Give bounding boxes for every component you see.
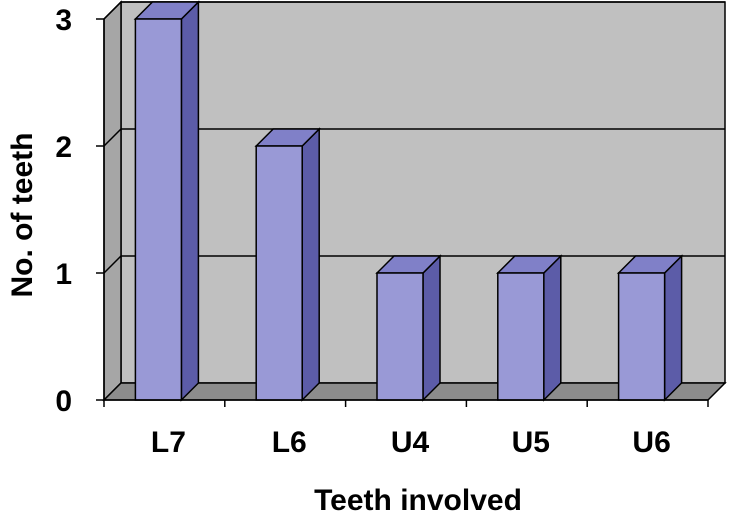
- y-tick-label: 0: [55, 385, 72, 418]
- bar: [134, 18, 183, 401]
- bar: [376, 272, 424, 401]
- y-axis-title: No. of teeth: [6, 133, 39, 298]
- gridline: [103, 1, 725, 20]
- bar-U5: [495, 254, 563, 402]
- bar-U6: [616, 254, 684, 402]
- plot-side-wall: [103, 0, 122, 402]
- bar-L6: [254, 127, 322, 402]
- bar-side: [180, 0, 200, 402]
- x-axis-title: Teeth involved: [314, 484, 522, 517]
- gridline: [103, 128, 725, 147]
- bar-side: [663, 254, 683, 402]
- x-tick-label: U6: [632, 426, 670, 459]
- x-tick-label: L7: [151, 426, 186, 459]
- bar: [617, 272, 666, 401]
- tick-labels: L7 L6 U4 U5 U6 0 1 2 3: [55, 4, 670, 459]
- axes: [96, 18, 709, 407]
- bar: [497, 272, 545, 401]
- y-tick-label: 1: [55, 258, 72, 291]
- x-tick-label: L6: [272, 426, 307, 459]
- bar-L7: [133, 0, 201, 402]
- bar-side: [422, 254, 441, 402]
- bar-side: [543, 254, 562, 402]
- x-tick-label: U4: [391, 426, 430, 459]
- bar-side: [301, 127, 320, 402]
- y-tick-label: 3: [55, 4, 72, 37]
- y-tick-label: 2: [55, 131, 72, 164]
- bars: [133, 0, 684, 402]
- bar-U4: [375, 254, 442, 402]
- x-tick-label: U5: [512, 426, 550, 459]
- bar: [255, 145, 303, 401]
